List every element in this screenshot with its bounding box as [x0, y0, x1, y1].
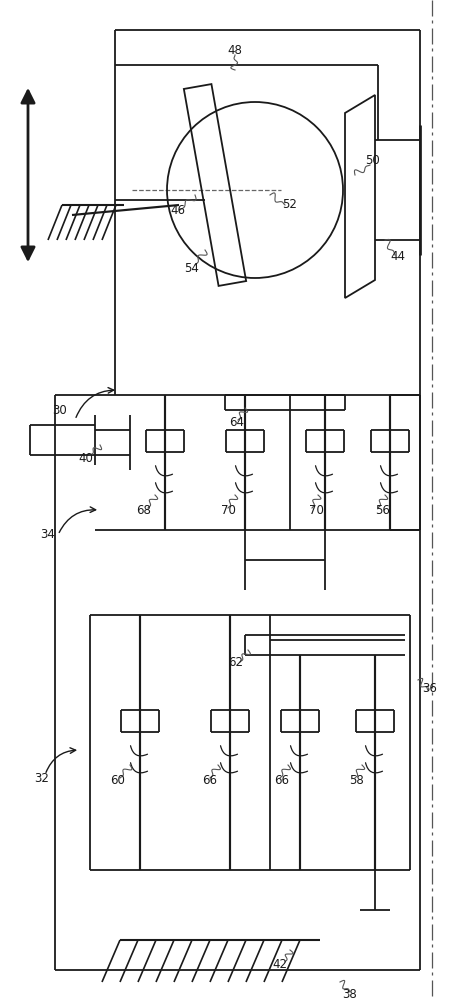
- Text: 38: 38: [343, 988, 357, 1000]
- Text: 54: 54: [184, 261, 200, 274]
- Text: 66: 66: [274, 774, 290, 786]
- Text: 50: 50: [365, 153, 379, 166]
- Text: 42: 42: [272, 958, 288, 972]
- Text: 58: 58: [349, 774, 364, 786]
- Text: 52: 52: [283, 198, 297, 212]
- Text: 62: 62: [229, 656, 243, 670]
- Text: 36: 36: [423, 682, 437, 694]
- Text: 30: 30: [53, 403, 67, 416]
- Text: 34: 34: [41, 528, 55, 542]
- Text: 66: 66: [202, 774, 218, 786]
- Text: 68: 68: [136, 504, 151, 516]
- Text: 48: 48: [228, 43, 242, 56]
- Text: 70: 70: [308, 504, 324, 516]
- Text: 32: 32: [35, 772, 49, 784]
- Text: 60: 60: [111, 774, 125, 786]
- Text: 46: 46: [171, 204, 185, 217]
- Text: 70: 70: [220, 504, 236, 516]
- Text: 40: 40: [78, 452, 94, 464]
- Text: 64: 64: [230, 416, 244, 428]
- Text: 44: 44: [390, 250, 406, 263]
- Text: 56: 56: [376, 504, 390, 516]
